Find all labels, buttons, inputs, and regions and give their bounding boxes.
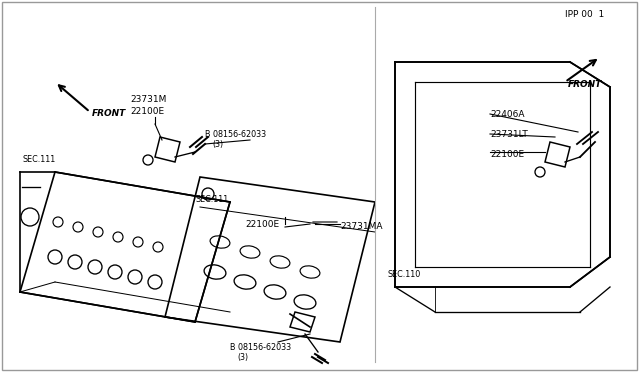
- Text: 23731M: 23731M: [130, 95, 166, 104]
- Text: SEC.111: SEC.111: [22, 155, 55, 164]
- Text: 22406A: 22406A: [490, 110, 525, 119]
- Text: SEC.110: SEC.110: [388, 270, 421, 279]
- Text: 22100E: 22100E: [245, 220, 279, 229]
- Text: (3): (3): [237, 353, 248, 362]
- Text: 22100E: 22100E: [490, 150, 524, 159]
- Text: B 08156-62033: B 08156-62033: [230, 343, 291, 352]
- Text: (3): (3): [212, 140, 223, 149]
- Text: FRONT: FRONT: [568, 80, 602, 89]
- Text: 23731MA: 23731MA: [340, 222, 383, 231]
- Text: FRONT: FRONT: [92, 109, 126, 118]
- Text: 22100E: 22100E: [130, 107, 164, 116]
- Text: SEC.111: SEC.111: [195, 195, 228, 204]
- Text: B 08156-62033: B 08156-62033: [205, 130, 266, 139]
- Text: IPP 00  1: IPP 00 1: [565, 10, 604, 19]
- Text: 23731LT: 23731LT: [490, 130, 528, 139]
